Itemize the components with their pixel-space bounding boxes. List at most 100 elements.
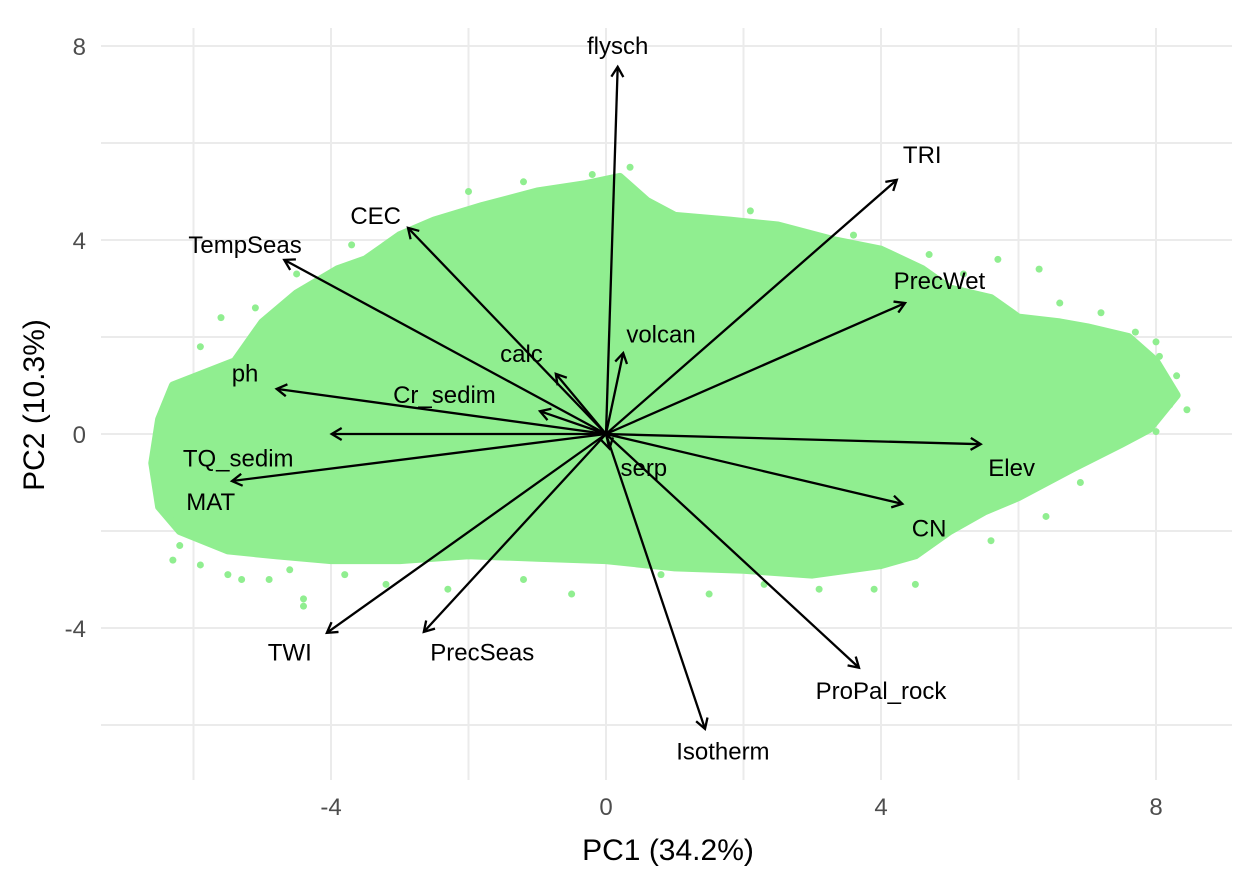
data-point xyxy=(382,580,390,588)
x-tick-label: 4 xyxy=(874,794,887,821)
data-point xyxy=(1173,372,1181,380)
label-volcan: volcan xyxy=(626,322,695,349)
loading-labels: flysch TRI PrecWet volcan calc CEC TempSeas ph C… xyxy=(183,33,1035,766)
label-TRI: TRI xyxy=(903,142,942,169)
data-point xyxy=(196,561,204,569)
label-TQ_sedim: TQ_sedim xyxy=(183,445,294,472)
data-point xyxy=(568,590,576,598)
arrow-ProPal_rock xyxy=(605,433,861,670)
data-point xyxy=(1152,428,1160,436)
label-PrecWet: PrecWet xyxy=(894,268,986,295)
x-tick-label: -4 xyxy=(320,794,341,821)
data-point xyxy=(300,595,307,603)
data-point xyxy=(196,343,204,351)
data-point xyxy=(217,314,225,322)
data-point xyxy=(588,171,596,179)
arrow-Isotherm xyxy=(604,433,709,731)
label-Cr_sedim: Cr_sedim xyxy=(393,382,496,409)
arrow-CEC xyxy=(406,226,607,435)
y-tick-label: 8 xyxy=(73,34,86,61)
data-point xyxy=(960,270,967,278)
data-point xyxy=(1131,430,1139,438)
data-point xyxy=(870,585,878,593)
arrow-serp xyxy=(600,433,615,451)
data-point xyxy=(1076,479,1084,486)
data-point xyxy=(224,571,232,579)
y-axis-title: PC2 (10.3%) xyxy=(18,319,51,491)
x-tick-label: 0 xyxy=(599,794,612,821)
data-point xyxy=(1169,396,1177,404)
data-point xyxy=(169,517,177,525)
data-point xyxy=(162,401,170,409)
data-point xyxy=(293,270,301,278)
label-TempSeas: TempSeas xyxy=(188,232,301,259)
arrow-PrecWet xyxy=(605,300,908,436)
arrow-CN xyxy=(605,432,905,509)
label-CEC: CEC xyxy=(350,203,401,230)
data-point xyxy=(626,163,634,171)
arrow-Elev xyxy=(605,432,983,451)
arrow-TempSeas xyxy=(282,258,607,436)
label-flysch: flysch xyxy=(587,33,648,60)
data-point xyxy=(987,537,995,545)
label-Isotherm: Isotherm xyxy=(676,739,769,766)
point-cloud xyxy=(148,172,1181,579)
label-serp: serp xyxy=(620,455,667,482)
data-point xyxy=(169,556,177,564)
data-point xyxy=(911,580,919,588)
arrow-volcan xyxy=(604,350,629,435)
data-point xyxy=(1131,328,1139,336)
label-MAT: MAT xyxy=(186,489,235,516)
y-tick-label: -4 xyxy=(65,616,86,643)
data-point xyxy=(1097,309,1105,317)
y-tick-label: 4 xyxy=(73,228,86,255)
data-point xyxy=(465,188,472,195)
data-point xyxy=(1056,299,1064,307)
data-point xyxy=(1111,435,1119,443)
arrow-Cr_sedim xyxy=(537,407,607,436)
loading-arrows xyxy=(229,64,983,731)
data-point xyxy=(1152,338,1160,346)
data-point xyxy=(348,241,356,249)
data-point xyxy=(657,571,665,579)
y-tick-label: 0 xyxy=(73,422,86,449)
data-point xyxy=(746,207,754,215)
data-point xyxy=(238,576,246,583)
label-PrecSeas: PrecSeas xyxy=(430,639,534,666)
data-point xyxy=(520,178,527,186)
data-point xyxy=(925,251,933,259)
data-point xyxy=(265,576,273,583)
axis-ticks: -4 0 4 8 -4 0 4 8 xyxy=(65,34,1163,821)
data-point xyxy=(1166,401,1174,409)
data-point xyxy=(850,231,857,239)
data-point xyxy=(176,542,184,550)
label-ProPal_rock: ProPal_rock xyxy=(816,678,948,705)
label-Elev: Elev xyxy=(988,455,1035,482)
data-point xyxy=(341,571,349,579)
label-CN: CN xyxy=(912,516,947,543)
data-point xyxy=(994,255,1002,263)
data-point xyxy=(1159,374,1167,382)
arrow-MAT xyxy=(229,432,607,487)
arrow-PrecSeas xyxy=(422,433,607,634)
arrow-ph xyxy=(274,383,607,436)
data-point xyxy=(251,304,259,312)
arrow-TWI xyxy=(325,433,607,635)
data-point xyxy=(520,576,527,583)
data-point xyxy=(1155,352,1163,360)
data-points xyxy=(148,163,1191,610)
label-ph: ph xyxy=(232,360,259,387)
data-point xyxy=(1035,265,1043,273)
data-point xyxy=(286,566,294,574)
arrow-TRI xyxy=(605,178,899,435)
arrow-flysch xyxy=(604,64,625,435)
data-point xyxy=(1042,512,1050,520)
data-point xyxy=(705,590,713,598)
label-TWI: TWI xyxy=(268,639,312,666)
data-point xyxy=(444,585,452,593)
label-calc: calc xyxy=(500,341,543,368)
data-point xyxy=(300,602,307,610)
x-axis-title: PC1 (34.2%) xyxy=(582,834,754,867)
data-point xyxy=(815,585,823,593)
